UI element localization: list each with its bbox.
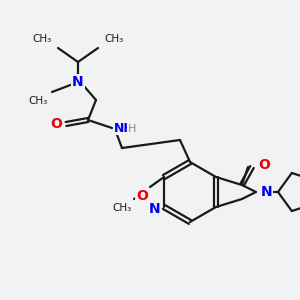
- Text: CH₃: CH₃: [104, 34, 123, 44]
- Text: O: O: [50, 117, 62, 131]
- Text: O: O: [258, 158, 270, 172]
- Text: CH₃: CH₃: [33, 34, 52, 44]
- Text: CH₃: CH₃: [113, 203, 132, 213]
- Text: N: N: [261, 185, 273, 199]
- Text: N: N: [148, 202, 160, 216]
- Text: NH: NH: [114, 122, 135, 134]
- Text: H: H: [128, 124, 136, 134]
- Text: O: O: [136, 189, 148, 203]
- Text: N: N: [72, 75, 84, 89]
- Text: CH₃: CH₃: [29, 96, 48, 106]
